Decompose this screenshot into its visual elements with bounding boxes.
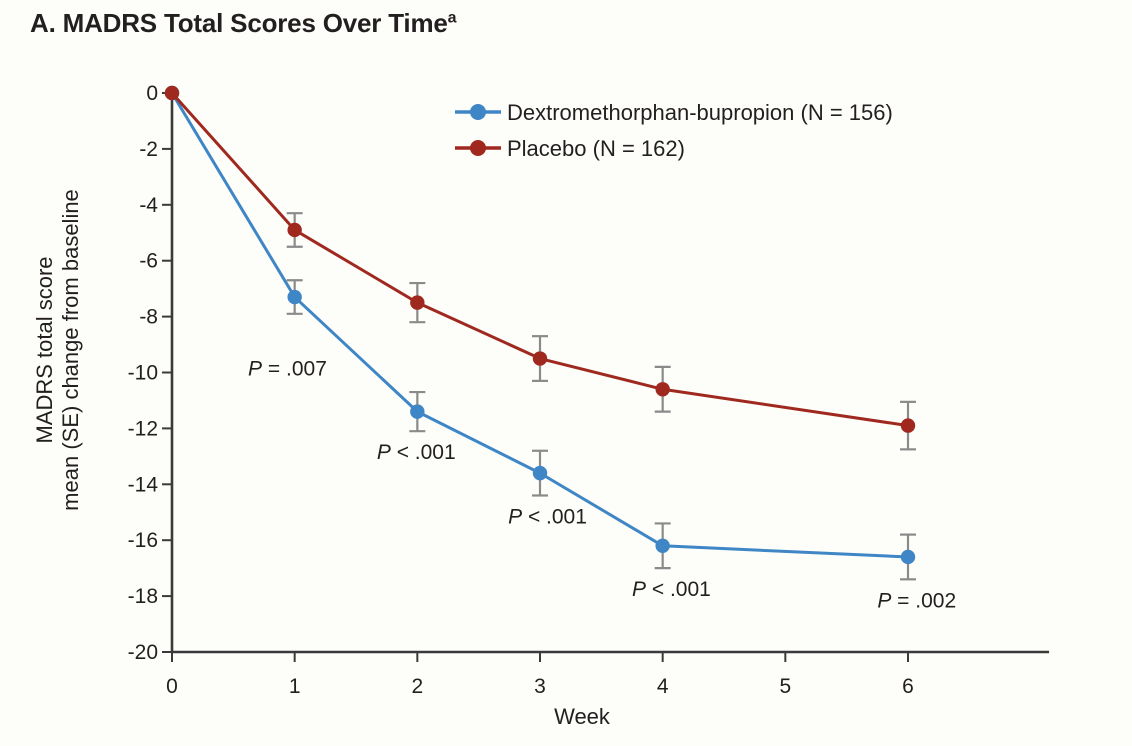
x-tick-label: 3 — [534, 675, 546, 698]
figure-title-superscript: a — [447, 9, 457, 27]
legend-marker-dot — [470, 140, 486, 156]
y-tick-label: -6 — [139, 250, 158, 273]
x-tick-label: 2 — [411, 675, 423, 698]
x-tick-label: 0 — [166, 675, 178, 698]
series-line — [170, 91, 909, 428]
x-tick-label: 5 — [779, 675, 791, 698]
legend-label: Dextromethorphan-bupropion (N = 156) — [507, 100, 893, 125]
data-point — [900, 549, 916, 565]
annotation-p-value: P < .001 — [377, 441, 456, 464]
data-point — [655, 538, 670, 553]
figure-title-text: A. MADRS Total Scores Over Time — [30, 8, 448, 38]
annotation-p-value: P < .001 — [632, 578, 711, 601]
data-point — [900, 418, 916, 433]
y-tick-label: 0 — [146, 82, 158, 105]
data-point — [287, 289, 302, 305]
data-point — [410, 404, 425, 419]
series-line — [170, 92, 909, 559]
x-axis-title: Week — [554, 704, 611, 729]
y-tick-label: -12 — [128, 417, 158, 440]
data-point — [655, 382, 670, 397]
y-axis-title-line1: MADRS total score — [32, 256, 57, 443]
y-axis-title-line2: mean (SE) change from baseline — [58, 189, 83, 511]
annotation-p-value: P = .007 — [248, 357, 327, 380]
y-tick-label: -10 — [128, 362, 158, 385]
x-tick-label: 4 — [657, 675, 669, 698]
y-tick-label: -20 — [128, 641, 158, 664]
data-point — [532, 351, 548, 366]
data-point — [532, 465, 548, 481]
legend-label: Placebo (N = 162) — [507, 136, 685, 161]
annotation-p-value: P < .001 — [508, 505, 587, 528]
annotation-p-value: P = .002 — [877, 589, 956, 612]
y-tick-label: -8 — [139, 306, 158, 329]
figure-title: A. MADRS Total Scores Over Timea — [30, 8, 457, 39]
y-tick-label: -16 — [128, 529, 158, 552]
x-tick-label: 1 — [289, 675, 301, 698]
y-tick-label: -14 — [128, 473, 159, 496]
y-tick-label: -18 — [128, 585, 158, 608]
y-tick-label: -4 — [139, 194, 158, 217]
x-tick-label: 6 — [902, 675, 914, 698]
y-tick-label: -2 — [139, 138, 158, 161]
data-point — [410, 295, 425, 310]
data-point — [287, 222, 302, 238]
legend-marker-dot — [470, 104, 486, 120]
data-point — [164, 85, 180, 101]
